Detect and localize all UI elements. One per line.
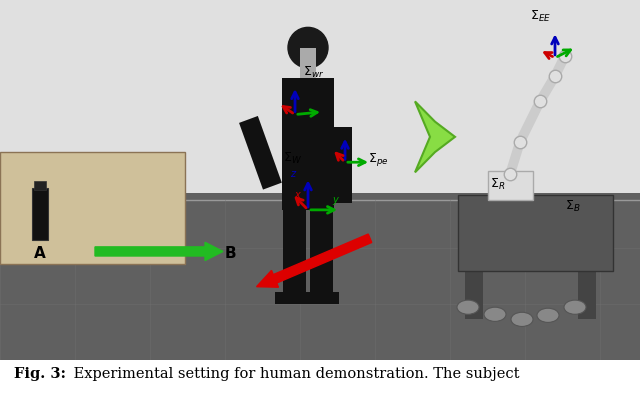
Bar bbox=[300, 48, 316, 78]
Text: $z$: $z$ bbox=[290, 169, 298, 180]
Polygon shape bbox=[415, 101, 455, 172]
Text: $\Sigma_{pe}$: $\Sigma_{pe}$ bbox=[368, 151, 388, 169]
Bar bbox=[282, 78, 334, 210]
Bar bbox=[275, 292, 307, 304]
Bar bbox=[578, 269, 596, 319]
Ellipse shape bbox=[484, 307, 506, 321]
Bar bbox=[239, 116, 282, 190]
Text: Fig. 3:: Fig. 3: bbox=[14, 366, 66, 381]
Text: $x$: $x$ bbox=[294, 190, 302, 200]
Bar bbox=[458, 195, 613, 271]
FancyArrow shape bbox=[95, 242, 223, 261]
Bar bbox=[0, 152, 185, 264]
FancyArrow shape bbox=[257, 234, 372, 287]
Bar bbox=[310, 208, 333, 294]
Text: $\Sigma_W$: $\Sigma_W$ bbox=[283, 151, 302, 166]
Ellipse shape bbox=[564, 300, 586, 314]
Text: A: A bbox=[34, 246, 46, 261]
Bar bbox=[0, 193, 640, 360]
Text: $\Sigma_{wr}$: $\Sigma_{wr}$ bbox=[303, 65, 324, 80]
Ellipse shape bbox=[511, 312, 533, 326]
Bar bbox=[488, 171, 533, 200]
Text: B: B bbox=[224, 246, 236, 261]
Bar bbox=[334, 127, 352, 203]
Text: $\Sigma_{EE}$: $\Sigma_{EE}$ bbox=[530, 9, 551, 25]
Text: Experimental setting for human demonstration. The subject: Experimental setting for human demonstra… bbox=[69, 366, 520, 381]
Bar bbox=[465, 269, 483, 319]
Bar bbox=[0, 0, 640, 203]
Bar bbox=[307, 292, 339, 304]
Ellipse shape bbox=[457, 300, 479, 314]
Text: $\Sigma_R$: $\Sigma_R$ bbox=[490, 177, 505, 192]
Ellipse shape bbox=[537, 308, 559, 322]
Bar bbox=[34, 182, 46, 190]
Bar bbox=[283, 208, 306, 294]
Text: $y$: $y$ bbox=[332, 195, 340, 207]
Text: $\Sigma_B$: $\Sigma_B$ bbox=[565, 199, 580, 214]
Bar bbox=[32, 188, 48, 240]
Circle shape bbox=[288, 27, 328, 68]
